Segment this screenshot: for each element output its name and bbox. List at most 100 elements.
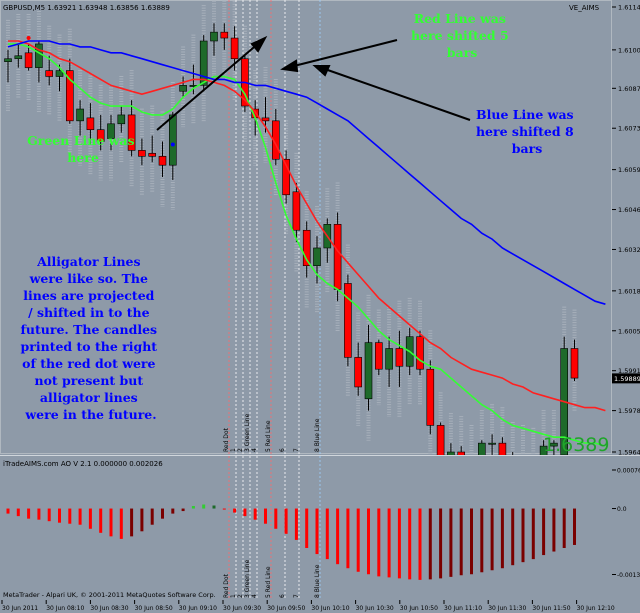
candle-body — [570, 348, 579, 379]
osc-projection-vline-label: 7 — [293, 594, 300, 598]
alligator-series-line — [7, 40, 606, 305]
annotation-note-2: were like so. The — [29, 271, 148, 286]
arrow-red-line-head — [280, 59, 299, 73]
svg-text:Red Line was here shifte: Red Line was here shifted 5 bars — [411, 11, 513, 60]
annotation-note-9: alligator lines — [40, 390, 138, 405]
time-tick-label: 30 Jun 08:30 — [90, 605, 128, 612]
annotation-blue-line-3: bars — [512, 141, 542, 156]
annotation-note: Alligator Lines were like so. The lines … — [21, 254, 158, 422]
alligator-series-line — [8, 40, 606, 412]
price-tick-label: 1.61145 — [618, 4, 640, 12]
osc-projection-vline-label: 8 Blue Line — [314, 564, 321, 598]
annotation-arrows — [156, 35, 471, 131]
candle-body — [127, 114, 136, 151]
candle-body — [179, 85, 187, 92]
arrow-blue-line-head — [312, 65, 331, 77]
candle-body — [14, 55, 23, 60]
annotation-note-6: printed to the right — [21, 339, 158, 354]
annotation-green-line: Green Line was here — [27, 133, 139, 165]
candle-body — [395, 348, 404, 367]
arrow-blue-line — [321, 67, 471, 121]
annotation-note-10: were in the future. — [24, 407, 156, 422]
main-chart-frame — [0, 0, 612, 454]
projection-vline-label: 8 Blue Line — [314, 418, 321, 452]
price-axis: 1.61145 1.61000 1.60870 1.60735 1.60595 1.604… — [612, 4, 640, 457]
projection-vline-label: Red Dot — [223, 427, 230, 452]
arrow-green-line — [156, 41, 261, 131]
candle-body — [55, 70, 64, 77]
candle-body — [199, 40, 208, 86]
projection-vline-label: 4 — [251, 448, 258, 452]
candle-body — [4, 58, 12, 63]
annotation-red-line-1: Red Line was — [414, 11, 506, 26]
projection-vline-label: 2 — [237, 448, 244, 452]
oscillator-title: iTradeAIMS.com AO V 2.1 0.000000 0.00202… — [3, 460, 163, 468]
osc-projection-vline-label: 5 Red Line — [265, 566, 272, 598]
price-tick-label: 1.60185 — [618, 287, 640, 295]
candle-body — [374, 342, 383, 370]
osc-projection-vline-label: 6 — [279, 594, 286, 598]
candle-body — [169, 114, 177, 166]
projection-vline-label: 3 Green Line — [244, 413, 251, 452]
candle-body — [96, 129, 105, 142]
alligator-lines — [7, 40, 606, 447]
candle-body — [354, 357, 363, 388]
time-tick-label: 30 Jun 10:10 — [311, 605, 349, 612]
candle-body — [45, 70, 54, 77]
current-price-label: 1.59889 — [614, 375, 640, 383]
svg-text:Blue Line was here shift: Blue Line was here shifted 8 bars — [476, 107, 578, 156]
candle-body — [292, 191, 301, 231]
time-tick-label: 30 Jun 08:10 — [46, 605, 84, 612]
price-tick-label: 1.60325 — [618, 246, 640, 254]
oscillator-vertical-lines: Red Dot 1 2 3 Green Line 4 5 Red Line 6 7 8 Blue… — [223, 456, 321, 600]
price-tick-label: 1.60050 — [618, 327, 640, 335]
annotation-blue-line-2: here shifted 8 — [476, 124, 574, 139]
annotation-note-8: not present but — [35, 373, 144, 388]
price-display: 1.6389 — [543, 434, 609, 456]
candle-body — [117, 114, 126, 125]
osc-tick-label: -0.001304 — [617, 572, 640, 579]
time-tick-label: 30 Jun 11:30 — [488, 605, 526, 612]
svg-text:Green Line was here: Green Line was here — [27, 133, 139, 165]
time-tick-label: 30 Jun 09:10 — [179, 605, 217, 612]
osc-projection-vline-label: 3 Green Line — [244, 559, 251, 598]
projection-vline-label: 7 — [293, 448, 300, 452]
fractal-dot — [26, 36, 31, 41]
candle-body — [550, 442, 558, 447]
time-tick-label: 30 Jun 2011 — [2, 605, 38, 612]
candle-body — [488, 442, 496, 445]
annotation-red-line-3: bars — [447, 45, 477, 60]
osc-projection-vline-label: 2 — [237, 594, 244, 598]
arrow-green-line-head — [250, 35, 268, 53]
price-tick-label: 1.60460 — [618, 206, 640, 214]
candle-body — [385, 348, 393, 370]
time-tick-label: 30 Jun 11:10 — [444, 605, 482, 612]
candle-body — [261, 117, 270, 122]
candle-body — [148, 153, 156, 157]
candle-body — [302, 229, 311, 267]
arrow-red-line — [289, 39, 398, 68]
candle-body — [344, 283, 352, 358]
candle-body — [426, 368, 435, 426]
candle-body — [86, 117, 95, 131]
candle-body — [138, 150, 146, 157]
osc-projection-vline-label: 4 — [251, 594, 258, 598]
annotation-green-line-1: Green Line was — [27, 133, 134, 148]
annotation-note-7: of the red dot were — [22, 356, 155, 371]
annotation-note-5: future. The candles — [21, 322, 158, 337]
time-tick-label: 30 Jun 09:50 — [267, 605, 305, 612]
price-tick-label: 1.60595 — [618, 166, 640, 174]
current-price-marker — [612, 373, 640, 384]
annotation-note-4: / shifted in to the — [28, 305, 150, 320]
oscillator-bars — [6, 504, 576, 580]
osc-tick-label: 0.000762 — [617, 468, 640, 475]
candle-body — [220, 31, 229, 39]
price-tick-label: 1.59780 — [618, 407, 640, 415]
candle-body — [66, 70, 74, 122]
candle-body — [313, 247, 321, 267]
candle-body — [35, 43, 43, 68]
oscillator-axis: 0.000762 0.0 -0.001304 — [612, 468, 640, 579]
time-tick-label: 30 Jun 09:30 — [223, 605, 261, 612]
time-tick-label: 30 Jun 11:50 — [532, 605, 570, 612]
